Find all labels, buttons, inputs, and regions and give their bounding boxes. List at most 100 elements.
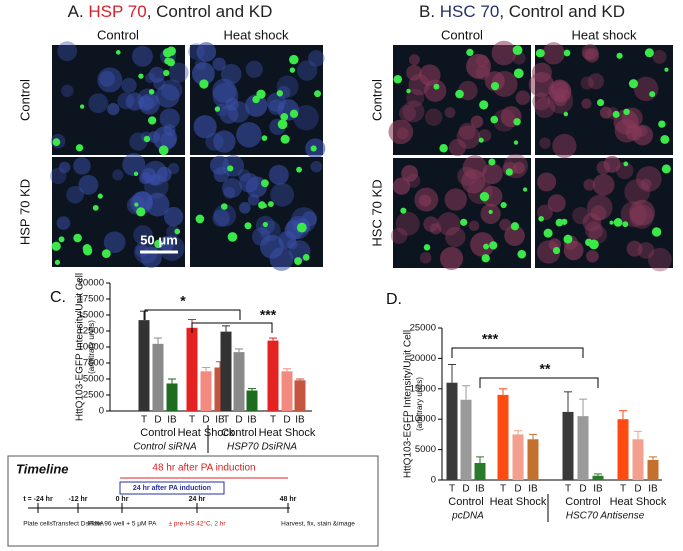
cell [196, 42, 217, 62]
cell [58, 161, 71, 174]
bar [214, 367, 226, 411]
cell [193, 115, 217, 139]
row-label: Control [369, 79, 384, 121]
cell [395, 211, 420, 236]
nucleus [489, 241, 498, 250]
treatment-label: HSC70 Antisense [566, 511, 645, 522]
column-label: Heat shock [571, 27, 637, 42]
nucleus [227, 232, 238, 242]
x-tick-label: T [223, 415, 229, 426]
column-label: Control [97, 27, 139, 42]
time-label: 48 hr [280, 496, 297, 503]
nucleus [261, 135, 268, 141]
y-tick-label: 5000 [415, 444, 436, 455]
nucleus [490, 115, 499, 124]
cell [57, 41, 78, 62]
cell [419, 251, 432, 264]
nucleus [596, 99, 605, 107]
cell [103, 231, 126, 254]
cell [481, 163, 503, 185]
nucleus [622, 221, 629, 228]
nucleus [73, 233, 82, 243]
cell [466, 53, 492, 79]
event-label: Transfect DsiRNA [52, 521, 104, 528]
cell [129, 132, 148, 151]
span-label: 48 hr after PA induction [152, 463, 255, 474]
cell [406, 88, 425, 107]
event-label: Plate cells [23, 521, 53, 528]
cell [137, 88, 159, 110]
cell [245, 60, 263, 78]
group-label: Control [448, 496, 483, 508]
cell [392, 177, 411, 195]
x-tick-label: D [202, 415, 209, 426]
cell [401, 165, 419, 182]
title-part: HSP 70 [88, 2, 146, 21]
group-label: Heat Shock [259, 427, 316, 439]
nucleus [563, 49, 571, 57]
cell [269, 247, 294, 271]
nucleus [244, 222, 252, 230]
nucleus [92, 204, 99, 211]
nucleus [481, 254, 490, 263]
nucleus [500, 201, 507, 209]
significance-label: *** [260, 307, 277, 323]
timeline-box [7, 455, 379, 547]
y-tick-label: 7500 [83, 358, 104, 369]
x-tick-label: T [449, 484, 455, 495]
nucleus [517, 249, 527, 259]
x-tick-label: D [283, 415, 290, 426]
cell [125, 92, 144, 111]
bar [186, 327, 198, 411]
title-part: B. [419, 2, 440, 21]
cell [424, 108, 443, 126]
cell [475, 54, 489, 68]
y-axis-title: HttQ103-EGFP Intensity/Unit Cell [403, 330, 414, 478]
cell [159, 108, 180, 129]
y-axis-units: (arbitrary units) [415, 377, 424, 431]
nucleus [406, 88, 411, 94]
cell [168, 62, 189, 83]
cell [552, 133, 577, 159]
x-tick-label: T [565, 484, 571, 495]
cell [239, 202, 251, 214]
column-label: Heat shock [223, 27, 289, 42]
nucleus [143, 135, 151, 143]
cell [652, 49, 667, 64]
bar [281, 371, 293, 411]
cell [239, 172, 259, 193]
cell [590, 205, 607, 221]
nucleus [97, 193, 103, 199]
cell [603, 155, 621, 173]
cell [461, 169, 486, 194]
nucleus [158, 145, 169, 156]
significance-bracket [479, 377, 599, 388]
cell [293, 105, 319, 131]
x-tick-label: D [579, 484, 586, 495]
x-tick-label: IB [528, 484, 538, 495]
nucleus [513, 68, 524, 79]
nucleus [466, 48, 474, 57]
cell [268, 164, 289, 185]
x-tick-label: D [634, 484, 641, 495]
nucleus [563, 234, 573, 244]
nucleus [163, 69, 170, 77]
time-label: -12 hr [68, 496, 87, 503]
cell [542, 42, 565, 65]
x-tick-label: T [500, 484, 506, 495]
title-part: HSC 70 [440, 2, 500, 21]
nucleus [478, 137, 484, 143]
cell [247, 194, 260, 206]
x-tick-label: IB [215, 415, 225, 426]
cell [624, 179, 651, 205]
panel-b-title: B. HSC 70, Control and KD [419, 2, 625, 21]
nucleus [483, 243, 490, 250]
title-part: A. [68, 2, 89, 21]
row-label: HSP 70 KD [17, 179, 32, 245]
x-tick-label: IB [648, 484, 658, 495]
event-label: ± pre-HS 42°C, 2 hr [168, 520, 226, 528]
cell [648, 247, 672, 272]
panel-label: D. [386, 291, 402, 308]
cell [159, 235, 185, 261]
nucleus [296, 166, 302, 173]
